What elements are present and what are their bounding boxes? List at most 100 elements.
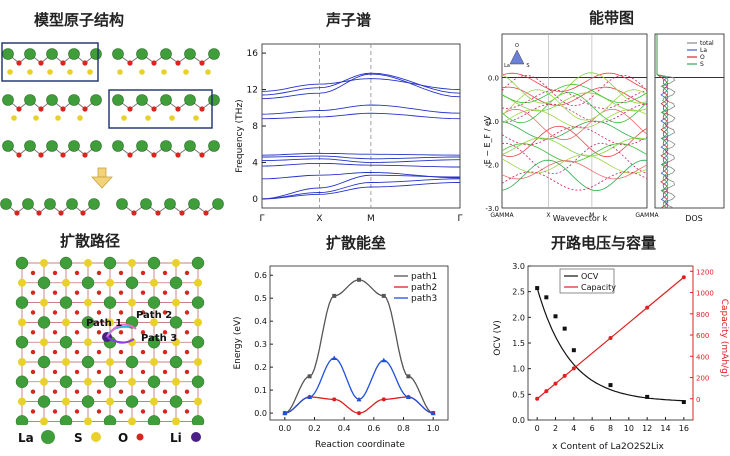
dos-legend-label: total — [700, 40, 714, 47]
la-atom — [136, 48, 148, 60]
s-atom — [87, 69, 93, 75]
o-atom — [140, 290, 146, 295]
barrier-legend-label: path2 — [411, 283, 437, 293]
title-ocv: 开路电压与容量 — [551, 234, 657, 252]
o-atom — [52, 369, 58, 375]
bands-xtick-label: M — [589, 212, 594, 219]
phonon-ytick-label: 16 — [247, 49, 259, 59]
ocv-capacity-chart: OCV (V) Capacity (mAh/g) x Content of La… — [493, 262, 729, 452]
ocv-ytick-label: 3.0 — [512, 262, 525, 271]
barrier-ytick-label: 0.6 — [254, 271, 267, 280]
barrier-point-path2 — [332, 397, 337, 402]
s-atom — [117, 69, 123, 75]
s-atom — [67, 69, 73, 75]
bands-xtick-label: X — [546, 212, 550, 219]
s-atom — [150, 318, 158, 327]
title-phonon: 声子谱 — [326, 11, 372, 29]
dos-legend-label: O — [700, 54, 705, 61]
band-line — [501, 125, 648, 158]
ocv-point-Capacity — [608, 336, 613, 341]
s-atom — [40, 377, 48, 386]
s-atom — [172, 377, 180, 386]
o-atom — [162, 369, 168, 375]
ocv-xtick-label: 2 — [553, 424, 558, 433]
barrier-point-path1 — [406, 374, 411, 379]
band-line — [501, 109, 648, 129]
o-atom — [52, 290, 58, 295]
o-atom — [162, 349, 168, 355]
s-atom — [145, 115, 151, 121]
crystal-structure-illustration — [0, 42, 224, 216]
ocv-point-OCV — [608, 383, 613, 388]
barrier-ylabel: Energy (eV) — [233, 316, 243, 369]
title-bands: 能带图 — [589, 9, 635, 27]
la-atom — [112, 140, 124, 152]
s-atom — [194, 278, 202, 287]
o-atom — [52, 270, 58, 276]
s-atom — [194, 318, 202, 327]
band-line — [501, 92, 648, 112]
ocv-point-OCV — [562, 326, 567, 331]
bands-xtick-label: GAMMA — [490, 212, 514, 219]
la-atom — [191, 415, 205, 425]
ocv-y2tick-label: 800 — [696, 311, 709, 319]
la-atom — [125, 395, 139, 408]
barrier-frame — [269, 265, 449, 421]
la-atom — [212, 198, 224, 210]
phonon-xtick-label: M — [367, 214, 375, 224]
la-atom — [15, 296, 29, 309]
barrier-point-path3 — [405, 394, 411, 400]
ocv-point-OCV — [645, 394, 650, 399]
o-atom — [80, 210, 86, 216]
band-line — [501, 74, 648, 107]
barrier-line-path3 — [284, 357, 434, 414]
la-atom — [37, 276, 51, 290]
phonon-band — [262, 155, 460, 160]
la-atom — [103, 296, 117, 309]
o-atom — [127, 60, 133, 66]
o-atom — [96, 310, 102, 315]
phonon-chart: Frequency (THz) 0 4 8 12 16 Γ X M Γ — [235, 43, 463, 224]
s-atom — [84, 259, 92, 267]
la-atom — [90, 94, 102, 106]
s-atom — [106, 358, 114, 366]
o-atom — [74, 270, 80, 276]
ocv-ytick-label: 2.5 — [512, 288, 525, 297]
legend-s-label: S — [74, 431, 83, 445]
la-atom — [90, 140, 102, 152]
band-line — [501, 142, 648, 175]
la-atom — [188, 198, 200, 210]
dos-curve — [656, 34, 669, 209]
la-atom — [59, 296, 73, 309]
la-atom — [59, 335, 73, 349]
highlight-box-right — [108, 89, 213, 129]
phonon-band — [261, 182, 461, 200]
ocv-xtick-label: 6 — [590, 424, 595, 433]
atom-legend: La S O Li — [14, 428, 224, 448]
o-atom — [184, 349, 190, 355]
o-atom — [74, 349, 80, 355]
la-atom — [2, 140, 14, 152]
o-atom — [162, 310, 168, 315]
barrier-point-path2 — [381, 397, 386, 402]
band-line — [501, 171, 648, 191]
s-atom — [47, 69, 53, 75]
o-atom — [140, 349, 146, 355]
phonon-band — [261, 78, 461, 92]
o-atom — [96, 409, 102, 414]
barrier-ytick-label: 0.3 — [254, 340, 267, 349]
la-atom — [37, 316, 51, 329]
la-atom — [125, 355, 139, 369]
o-atom — [52, 310, 58, 315]
legend-s-swatch — [91, 432, 101, 442]
phonon-band — [261, 73, 461, 100]
ocv-xtick-label: 0 — [535, 424, 540, 433]
o-atom — [74, 409, 80, 414]
ocv-point-Capacity — [681, 275, 686, 280]
barrier-point-path2 — [357, 411, 361, 416]
title-diffusion-path: 扩散路径 — [60, 232, 121, 250]
s-atom — [139, 69, 145, 75]
bands-ytick-label: -1.0 — [485, 118, 499, 126]
phonon-band — [261, 104, 461, 115]
ocv-y2tick-label: 400 — [696, 353, 709, 361]
